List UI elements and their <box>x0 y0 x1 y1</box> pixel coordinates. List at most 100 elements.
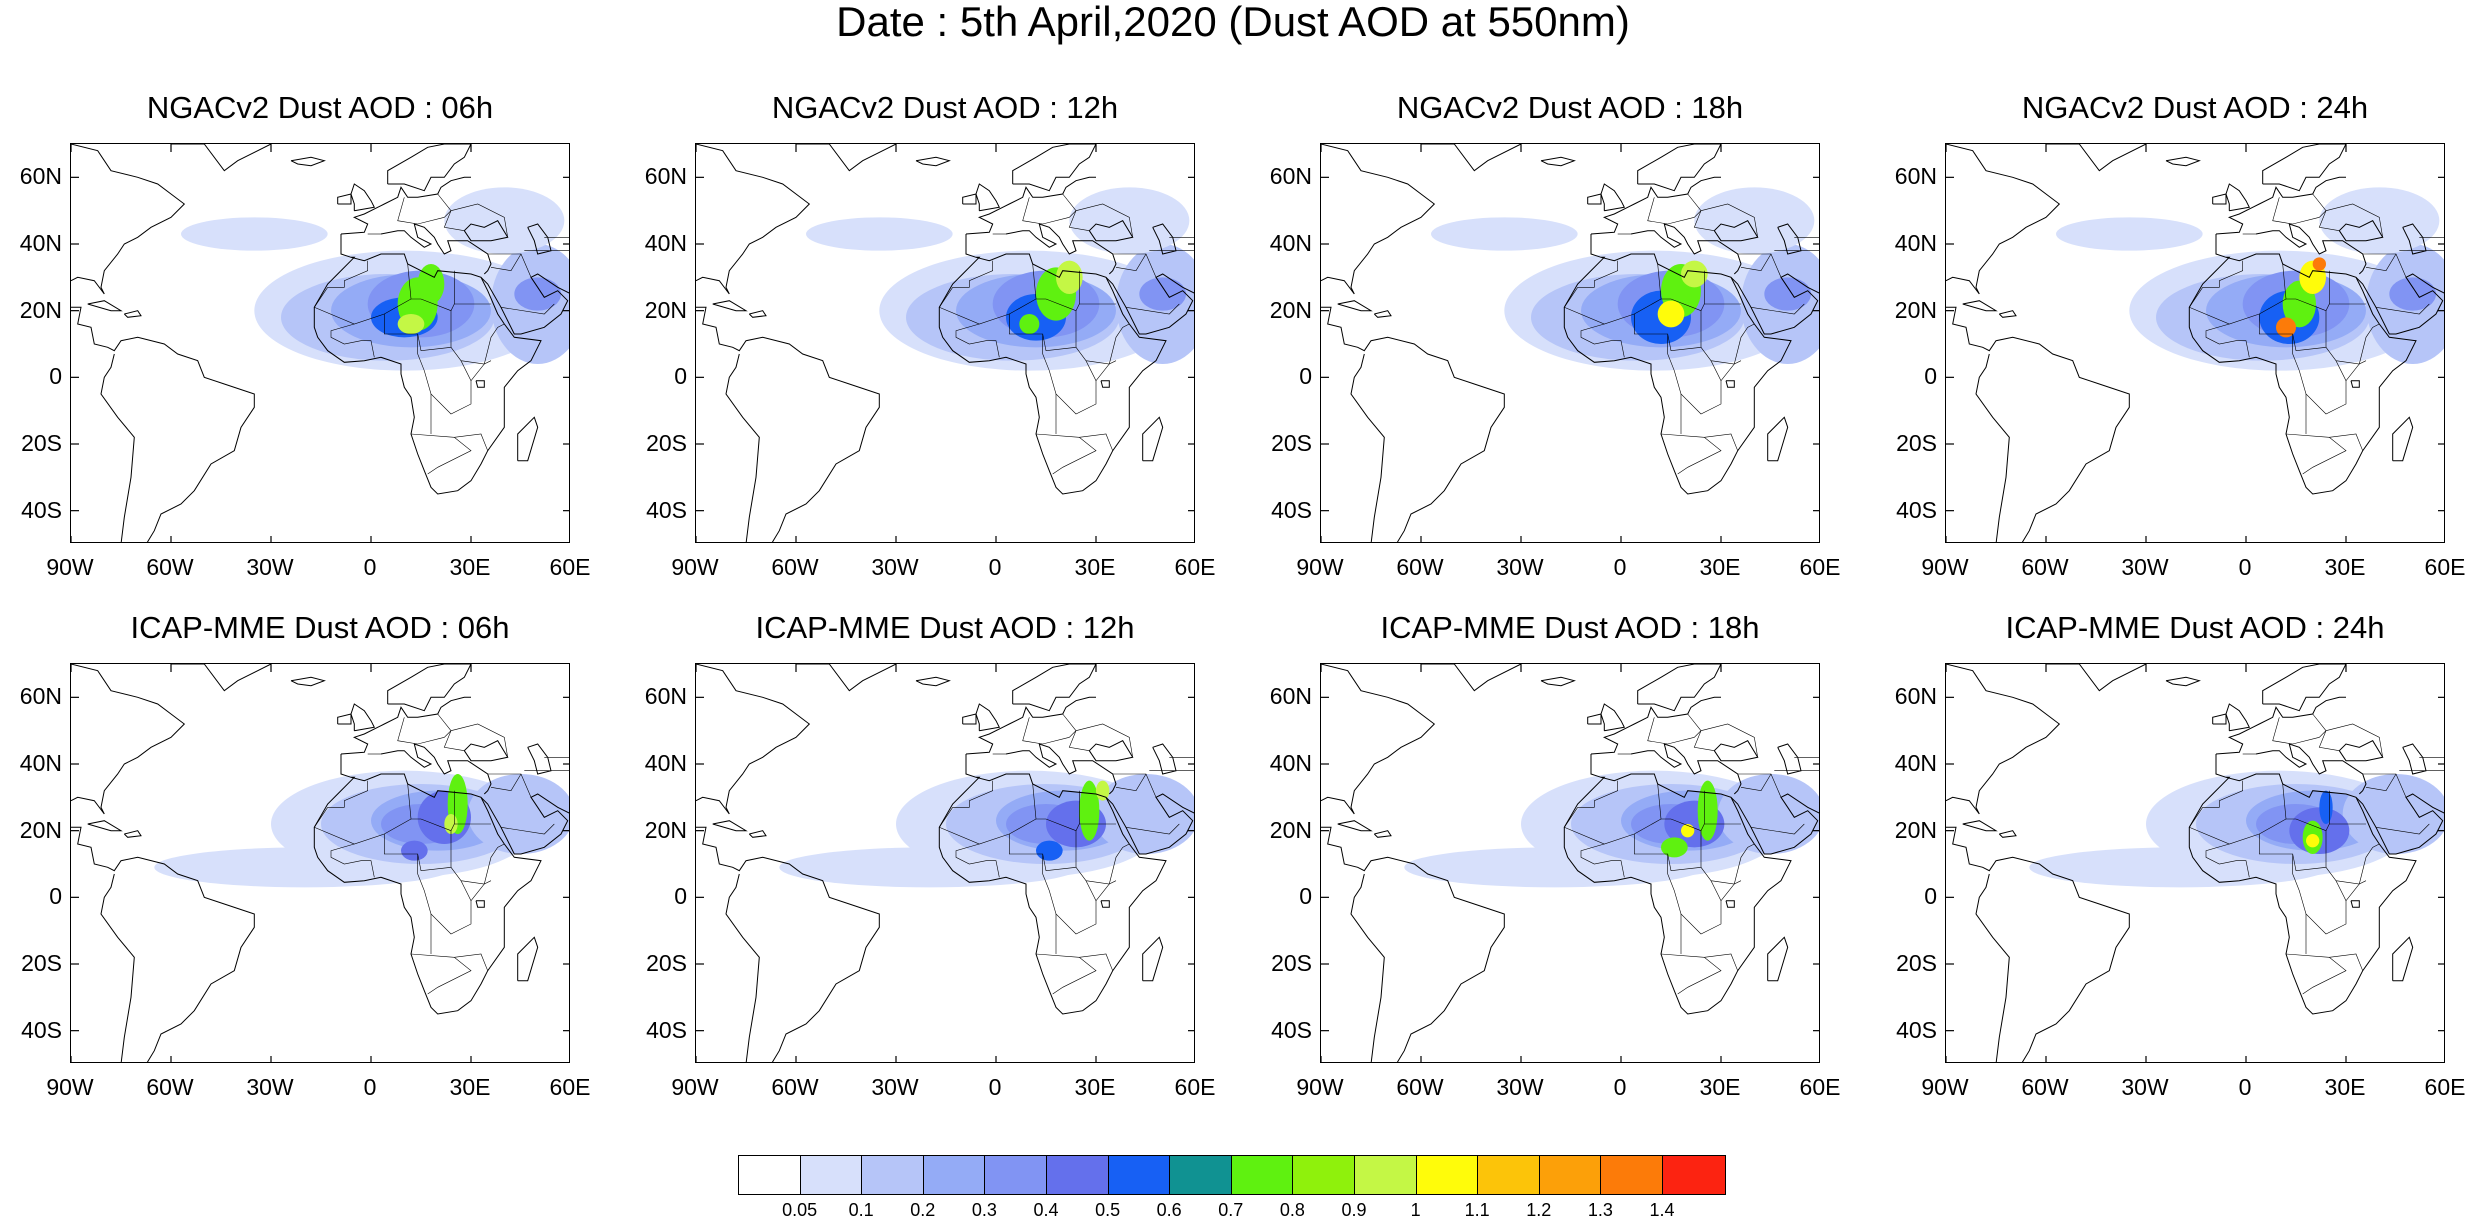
country-border <box>1687 193 1715 231</box>
lat-label: 60N <box>1894 163 1937 190</box>
colorbar-label: 0.05 <box>782 1200 818 1220</box>
coastline <box>71 664 186 815</box>
country-border <box>397 197 508 238</box>
dust-plume <box>2319 187 2440 254</box>
coastline <box>1767 416 1789 462</box>
lon-label: 60W <box>1396 1074 1444 1100</box>
colorbar-swatch <box>1478 1156 1540 1194</box>
country-border <box>397 717 508 758</box>
country-border <box>1035 433 1097 475</box>
coastline <box>1730 273 1819 335</box>
lat-label: 40S <box>646 1016 687 1043</box>
dust-plume <box>1657 300 1685 328</box>
lat-label: 20N <box>1269 296 1312 323</box>
lon-label: 30W <box>246 554 294 580</box>
country-border <box>327 780 368 808</box>
lat-label: 40S <box>1896 496 1937 523</box>
country-border <box>2365 773 2397 792</box>
country-border <box>384 823 491 872</box>
map-canvas <box>71 664 569 1062</box>
colorbar-swatch <box>1293 1156 1355 1194</box>
coastline <box>2355 273 2444 335</box>
colorbar-label: 0.4 <box>1033 1200 1059 1220</box>
coastline <box>696 306 880 542</box>
coastline <box>337 713 352 725</box>
coastline <box>1105 793 1194 855</box>
coastline <box>475 380 485 388</box>
country-border <box>1075 323 1130 365</box>
country-border <box>450 843 505 885</box>
coastline <box>1998 310 2017 318</box>
lat-label: 40S <box>21 496 62 523</box>
country-border <box>1079 433 1113 451</box>
country-border <box>384 303 491 352</box>
lon-label: 60E <box>2424 1074 2466 1100</box>
country-border <box>410 953 472 995</box>
coastline <box>1540 156 1576 167</box>
dust-plume <box>1764 277 1811 311</box>
coastline <box>475 900 485 908</box>
country-border <box>1062 713 1090 751</box>
country-border <box>1710 880 1722 901</box>
lon-label: 30E <box>1699 554 1741 580</box>
dust-plume <box>1139 277 1186 311</box>
coastline <box>696 826 880 1062</box>
map-panel <box>695 143 1195 543</box>
country-border <box>450 323 505 365</box>
map-canvas <box>1946 144 2444 542</box>
coastline <box>1946 664 2061 815</box>
country-border <box>1563 783 1662 845</box>
coastline <box>2212 713 2227 725</box>
country-border <box>1115 253 1147 272</box>
coastline <box>87 300 123 312</box>
country-border <box>1634 823 1741 872</box>
coastline <box>938 234 1167 495</box>
country-border <box>2202 260 2243 288</box>
lat-label: 0 <box>674 363 687 390</box>
colorbar-swatch <box>800 1156 863 1194</box>
dust-plume <box>2276 317 2296 338</box>
lon-label: 90W <box>671 554 719 580</box>
country-border <box>1667 334 1742 415</box>
colorbar-swatch <box>1170 1156 1232 1194</box>
coastline <box>1321 826 1505 1062</box>
coastline <box>387 664 472 712</box>
country-border <box>411 298 452 311</box>
coastline <box>1590 176 1721 235</box>
coastline <box>337 193 352 205</box>
coastline <box>1142 936 1164 982</box>
coastline <box>712 300 748 312</box>
coastline <box>340 176 471 235</box>
lon-label: 30W <box>2121 554 2169 580</box>
country-border <box>500 303 555 315</box>
lat-label: 20N <box>644 816 687 843</box>
coastline <box>1725 900 1735 908</box>
panel-title: ICAP-MME Dust AOD : 18h <box>1380 610 1760 645</box>
coastline <box>1321 664 1436 815</box>
lon-label: 30E <box>2324 1074 2366 1100</box>
coastline <box>290 156 326 167</box>
coastline <box>71 144 186 295</box>
country-border <box>1750 303 1805 315</box>
colorbar-swatch <box>1108 1156 1171 1194</box>
coastline <box>1637 664 1722 712</box>
coastline <box>2215 696 2346 755</box>
lat-label: 20N <box>19 816 62 843</box>
coastline <box>796 664 897 692</box>
coastline <box>380 223 492 275</box>
coastline <box>1946 144 2061 295</box>
coastline <box>915 156 951 167</box>
country-border <box>2205 323 2250 358</box>
colorbar-label: 0.1 <box>848 1200 874 1220</box>
country-border <box>1009 303 1116 352</box>
lon-label: 60W <box>1396 554 1444 580</box>
lon-label: 90W <box>1921 554 1969 580</box>
dust-plume <box>401 840 428 861</box>
coastline <box>938 754 1167 1015</box>
coastline <box>71 306 255 542</box>
country-border <box>1079 953 1113 971</box>
map-canvas <box>696 664 1194 1062</box>
coastline <box>350 183 376 212</box>
lon-label: 0 <box>2238 1074 2252 1100</box>
country-border <box>1704 953 1738 971</box>
